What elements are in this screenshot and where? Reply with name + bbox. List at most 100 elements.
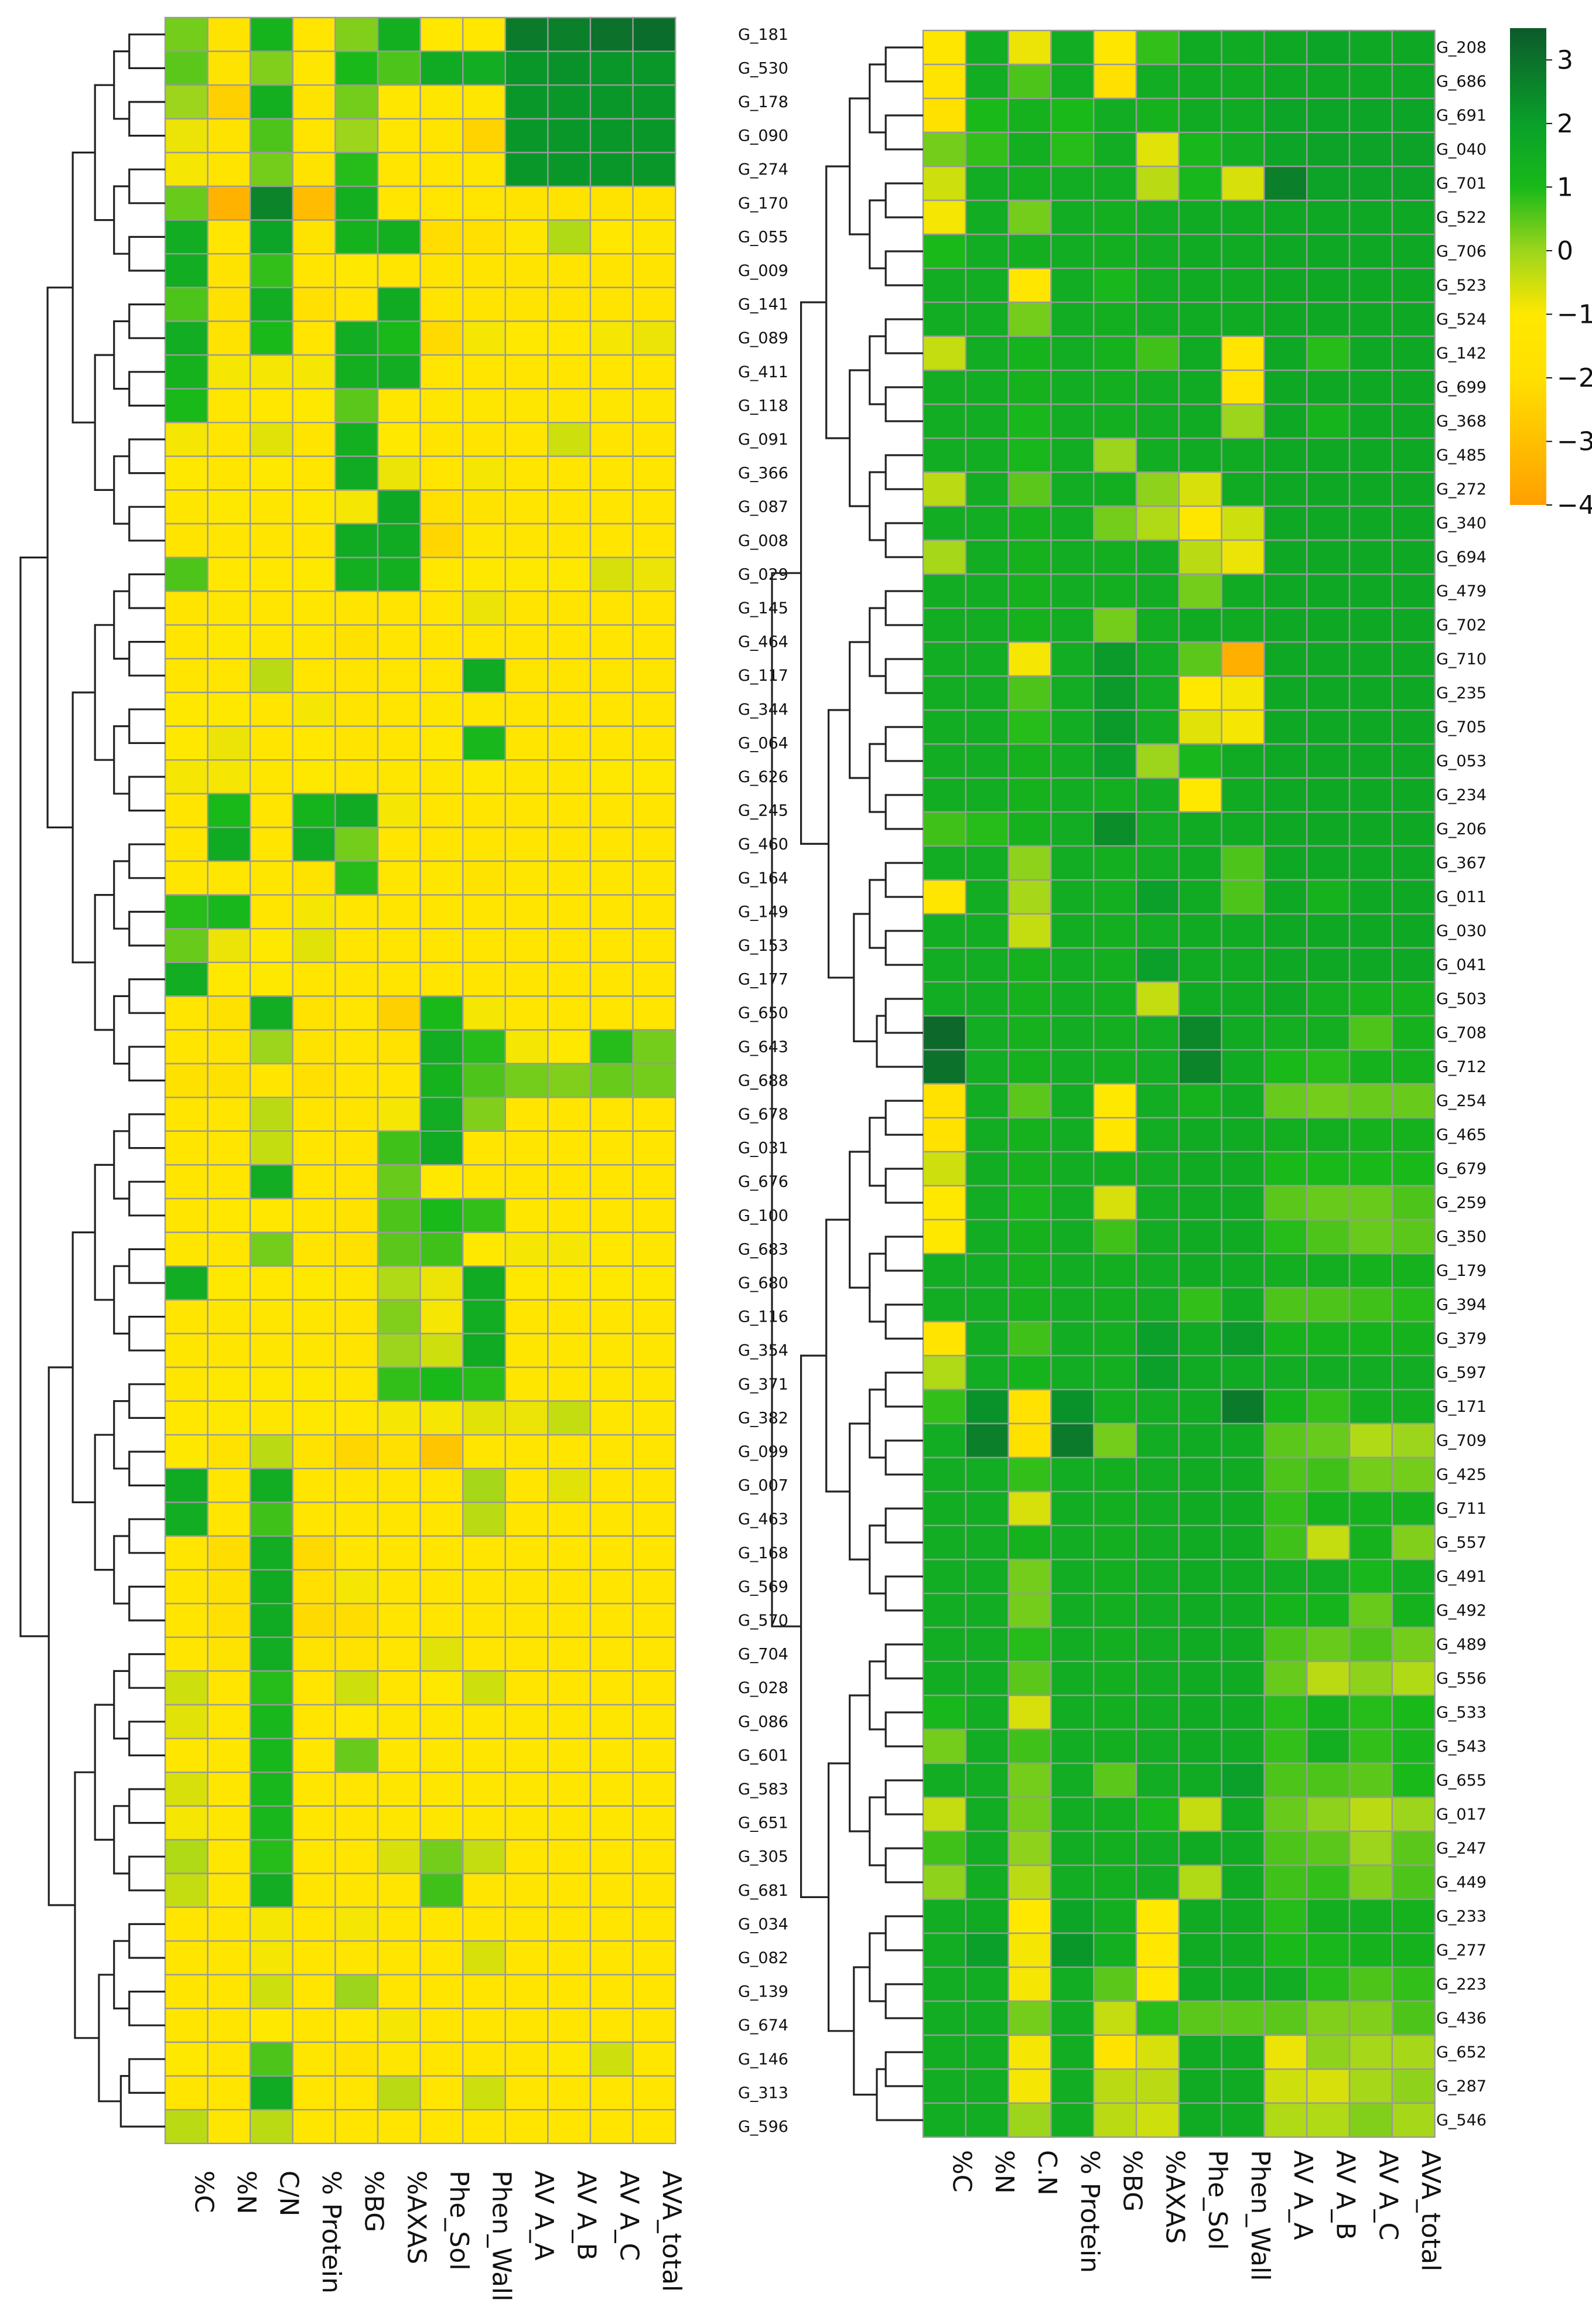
heatmap-cell: [250, 557, 294, 592]
heatmap-cell: [462, 591, 507, 626]
heatmap-cell: [207, 152, 251, 187]
heatmap-cell: [1007, 29, 1052, 66]
heatmap-cell: [1092, 1864, 1137, 1900]
row-label: G_142: [1436, 344, 1487, 363]
row-label: G_354: [738, 1342, 788, 1360]
heatmap-cell: [632, 253, 677, 289]
row-label: G_181: [738, 26, 788, 44]
heatmap-cell: [462, 725, 507, 761]
heatmap-cell: [164, 1569, 209, 1605]
heatmap-cell: [462, 50, 507, 86]
heatmap-cell: [292, 1366, 336, 1402]
heatmap-cell: [419, 84, 464, 120]
heatmap-cell: [250, 1096, 294, 1132]
heatmap-cell: [1135, 369, 1180, 405]
heatmap-cell: [1092, 811, 1137, 847]
heatmap-cell: [419, 1771, 464, 1807]
heatmap-cell: [1391, 29, 1436, 66]
heatmap-cell: [632, 152, 677, 187]
heatmap-cell: [504, 759, 549, 794]
heatmap-cell: [1178, 1558, 1222, 1595]
heatmap-cell: [1306, 1660, 1351, 1697]
heatmap-cell: [1263, 2102, 1308, 2138]
heatmap-cell: [1007, 2000, 1052, 2036]
heatmap-cell: [589, 1569, 634, 1605]
heatmap-cell: [1135, 1151, 1180, 1187]
heatmap-cell: [377, 1333, 421, 1369]
heatmap-cell: [922, 913, 967, 949]
row-label: G_523: [1436, 277, 1487, 295]
heatmap-cell: [1007, 1219, 1052, 1255]
heatmap-cell: [377, 489, 421, 525]
row-label: G_223: [1436, 1975, 1487, 1994]
heatmap-cell: [334, 927, 379, 963]
heatmap-cell: [377, 16, 421, 52]
heatmap-cell: [207, 793, 251, 828]
heatmap-cell: [164, 793, 209, 828]
heatmap-cell: [1391, 335, 1436, 371]
heatmap-cell: [547, 152, 592, 187]
heatmap-cell: [164, 253, 209, 289]
heatmap-cell: [547, 523, 592, 558]
heatmap-cell: [504, 894, 549, 930]
heatmap-cell: [377, 1771, 421, 1807]
dendrogram-branch: [884, 386, 923, 422]
row-label: G_655: [1436, 1772, 1487, 1790]
column-label: Phe_Sol: [444, 2171, 474, 2271]
heatmap-cell: [1050, 97, 1095, 134]
heatmap-cell: [1092, 981, 1137, 1017]
row-label: G_146: [738, 2050, 788, 2069]
heatmap-cell: [1348, 369, 1393, 405]
heatmap-cell: [589, 1771, 634, 1807]
heatmap-cell: [922, 1422, 967, 1459]
heatmap-cell: [1263, 1320, 1308, 1357]
heatmap-cell: [419, 320, 464, 356]
heatmap-cell: [965, 1185, 1009, 1221]
dendrogram-branch: [94, 624, 114, 761]
heatmap-cell: [1263, 1864, 1308, 1900]
heatmap-cell: [419, 658, 464, 694]
heatmap-cell: [250, 1265, 294, 1301]
heatmap-cell: [292, 2108, 336, 2144]
column-label: AV A_B: [572, 2171, 602, 2261]
heatmap-cell: [250, 1636, 294, 1672]
dendrogram-branch: [113, 1535, 129, 1605]
heatmap-cell: [1348, 709, 1393, 745]
heatmap-cell: [1135, 29, 1180, 66]
heatmap-cell: [632, 1096, 677, 1132]
dendrogram-branch: [884, 998, 923, 1034]
heatmap-cell: [1007, 1592, 1052, 1629]
heatmap-cell: [1050, 1083, 1095, 1119]
heatmap-cell: [589, 2041, 634, 2077]
row-label: G_676: [738, 1173, 788, 1191]
heatmap-cell: [334, 286, 379, 322]
heatmap-cell: [462, 557, 507, 592]
heatmap-cell: [1306, 233, 1351, 269]
heatmap-cell: [922, 471, 967, 507]
heatmap-cell: [334, 2108, 379, 2144]
heatmap-cell: [207, 557, 251, 592]
heatmap-cell: [589, 860, 634, 896]
heatmap-cell: [250, 455, 294, 491]
heatmap-cell: [1092, 1762, 1137, 1799]
row-label: G_034: [738, 1915, 788, 1933]
heatmap-cell: [922, 641, 967, 677]
dendrogram-branch: [884, 794, 923, 830]
heatmap-cell: [419, 1299, 464, 1335]
heatmap-cell: [462, 1738, 507, 1773]
heatmap-cell: [1135, 539, 1180, 575]
heatmap-cell: [1221, 981, 1265, 1017]
heatmap-cell: [334, 320, 379, 356]
heatmap-cell: [632, 50, 677, 86]
row-label: G_029: [738, 565, 788, 583]
column-label: %N: [989, 2150, 1019, 2194]
column-label: AV A_A: [1288, 2150, 1318, 2240]
heatmap-cell: [1306, 1151, 1351, 1187]
row-label: G_674: [738, 2016, 788, 2035]
column-label: %C: [947, 2150, 976, 2193]
row-label: G_704: [738, 1646, 788, 1664]
heatmap-cell: [547, 1738, 592, 1773]
heatmap-cell: [1306, 1354, 1351, 1391]
heatmap-cell: [334, 691, 379, 727]
heatmap-cell: [1007, 63, 1052, 100]
